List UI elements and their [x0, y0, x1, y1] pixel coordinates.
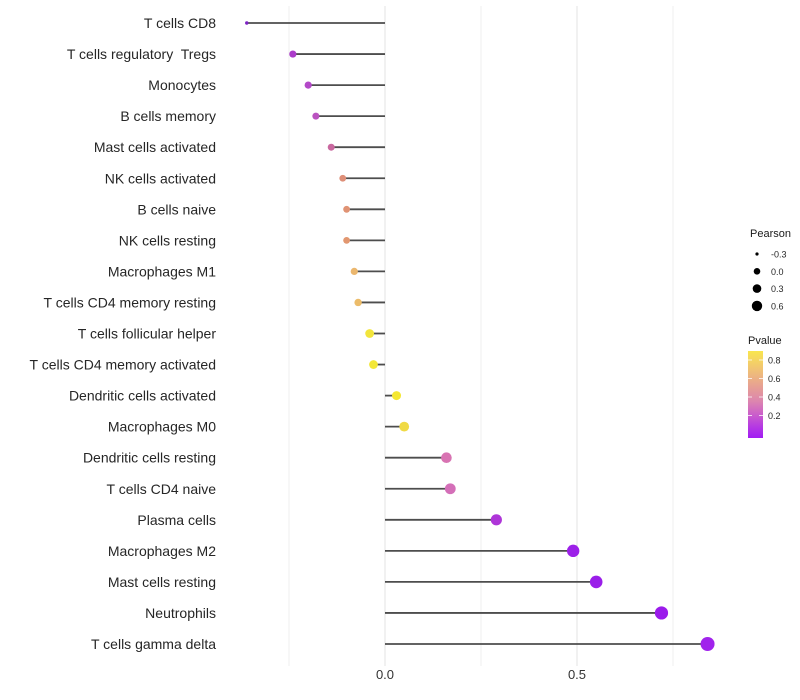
lollipop-dot [441, 452, 452, 464]
lollipop-dot [566, 544, 580, 558]
x-tick-label: 0.5 [568, 667, 586, 682]
colorbar-tick-label: 0.2 [768, 411, 781, 421]
x-axis: 0.0 0.5 [376, 667, 586, 682]
legend: Pearson -0.30.00.30.6 Pvalue 0.80.60.40.… [748, 228, 791, 438]
pvalue-colorbar [748, 351, 763, 438]
colorbar-tick-label: 0.8 [768, 356, 781, 366]
y-axis-label: T cells CD4 memory resting [44, 294, 216, 310]
lollipop-dot [245, 21, 249, 25]
lollipop-rows: T cells CD8 T cells regulatory Tregs Monoc… [30, 15, 715, 652]
lollipop-dot [327, 143, 335, 151]
legend-pvalue-ticks: 0.8 0.6 0.4 0.2 [748, 356, 781, 421]
lollipop-dot [392, 391, 402, 401]
y-axis-label: T cells regulatory Tregs [67, 46, 216, 62]
lollipop-dot [289, 50, 297, 58]
y-axis-label: NK cells resting [119, 232, 216, 248]
y-axis-label: Mast cells activated [94, 139, 216, 155]
colorbar-tick-label: 0.6 [768, 374, 781, 384]
lollipop-dot [350, 267, 358, 275]
legend-size-dot [753, 268, 761, 275]
y-axis-label: T cells follicular helper [78, 326, 217, 342]
legend-pearson-entries: -0.3 0.0 0.3 0.6 [751, 250, 787, 312]
y-axis-label: Plasma cells [137, 512, 216, 528]
legend-size-label: 0.3 [771, 284, 784, 294]
lollipop-dot [700, 637, 715, 651]
y-axis-label: T cells CD4 memory activated [30, 357, 216, 373]
y-axis-label: Macrophages M1 [108, 263, 216, 279]
y-axis-label: T cells gamma delta [91, 636, 216, 652]
colorbar-tick-label: 0.4 [768, 393, 781, 403]
lollipop-dot [399, 421, 410, 432]
y-axis-label: T cells CD4 naive [107, 481, 217, 497]
y-axis-label: Neutrophils [145, 605, 216, 621]
lollipop-dot [304, 81, 312, 89]
y-axis-label: Macrophages M0 [108, 419, 216, 435]
lollipop-dot [369, 360, 378, 369]
lollipop-dot [444, 483, 456, 495]
legend-pearson-title: Pearson [750, 228, 791, 240]
legend-size-dot [751, 300, 763, 312]
lollipop-dot [490, 514, 502, 526]
legend-pvalue-title: Pvalue [748, 335, 782, 347]
y-axis-label: Monocytes [148, 77, 216, 93]
lollipop-dot [589, 575, 603, 589]
legend-size-dot [752, 284, 762, 293]
lollipop-dot [654, 606, 669, 620]
legend-size-label: 0.0 [771, 267, 784, 277]
y-axis-label: B cells naive [137, 201, 216, 217]
legend-size-dot [755, 252, 759, 256]
lollipop-dot [343, 205, 350, 213]
y-axis-label: T cells CD8 [144, 15, 216, 31]
y-axis-label: NK cells activated [105, 170, 216, 186]
lollipop-dot [365, 329, 375, 338]
lollipop-dot [339, 174, 347, 182]
y-axis-label: Macrophages M2 [108, 543, 216, 559]
lollipop-dot [312, 112, 320, 120]
y-axis-label: Dendritic cells activated [69, 388, 216, 404]
legend-size-label: -0.3 [771, 250, 787, 260]
y-axis-label: Dendritic cells resting [83, 450, 216, 466]
legend-size-label: 0.6 [771, 301, 784, 311]
gridlines [288, 6, 674, 666]
x-tick-label: 0.0 [376, 667, 394, 682]
y-axis-label: Mast cells resting [108, 574, 216, 590]
lollipop-dot [343, 236, 350, 244]
y-axis-label: B cells memory [120, 108, 216, 124]
lollipop-dot [354, 298, 362, 307]
